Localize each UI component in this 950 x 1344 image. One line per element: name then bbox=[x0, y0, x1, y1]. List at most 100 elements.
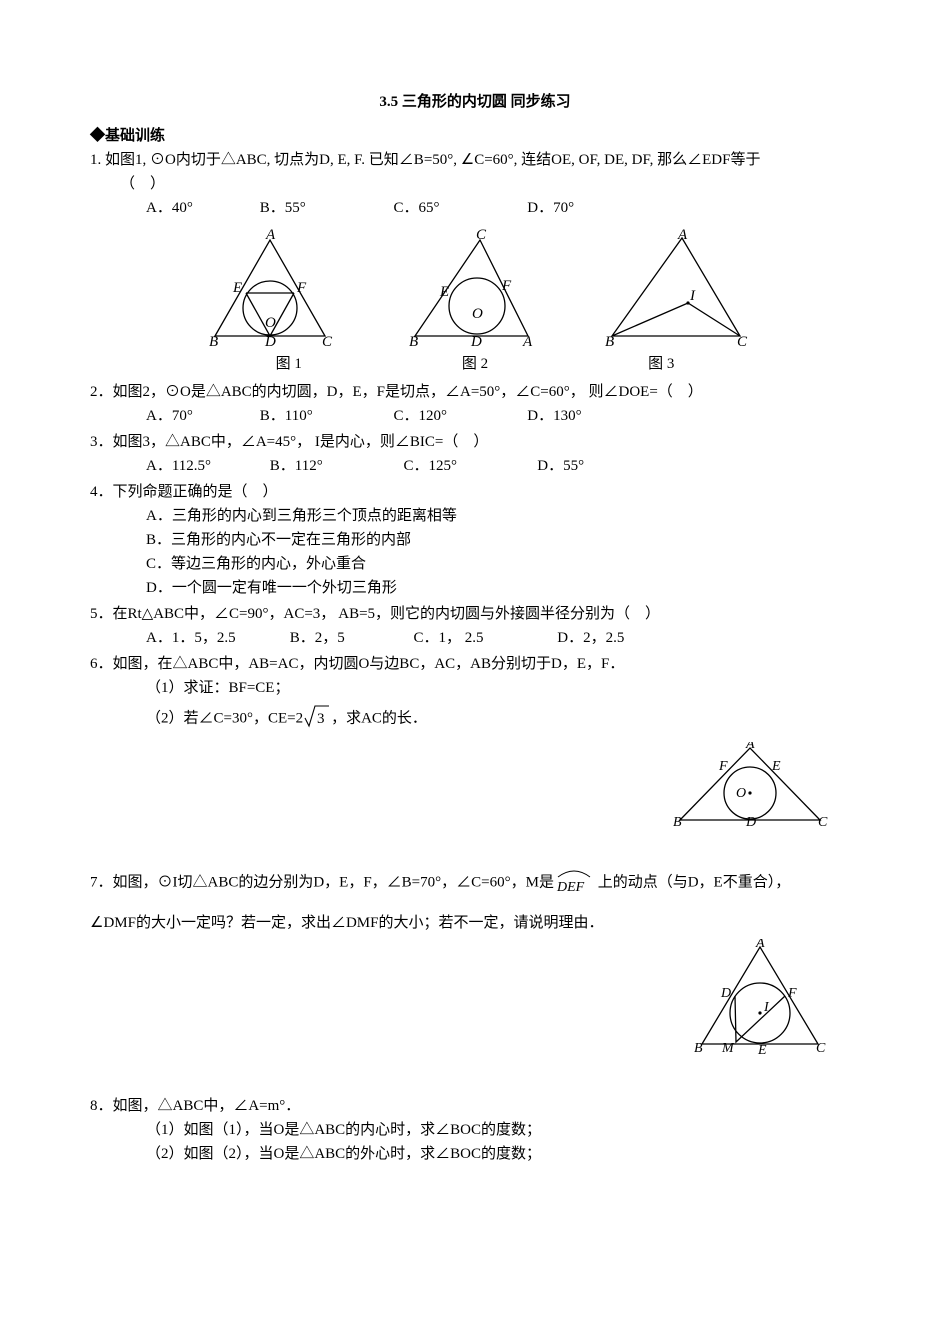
p5-opt-a: A．1．5，2.5 bbox=[146, 626, 286, 650]
svg-text:I: I bbox=[763, 1000, 770, 1015]
svg-text:D: D bbox=[264, 334, 276, 348]
svg-text:A: A bbox=[677, 228, 688, 243]
p7-pre: 7．如图，⊙I切△ABC的边分别为D，E，F，∠B=70°，∠C=60°，M是 bbox=[90, 874, 554, 890]
p3-opt-d: D．55° bbox=[537, 454, 584, 478]
p3-opt-b: B．112° bbox=[270, 454, 400, 478]
fig1-label: 图 1 bbox=[276, 352, 302, 376]
p4-opt-c: C．等边三角形的内心，外心重合 bbox=[90, 552, 860, 576]
p6-s2-post: ，求AC的长． bbox=[331, 710, 427, 726]
svg-text:F: F bbox=[787, 986, 797, 1001]
svg-text:D: D bbox=[745, 815, 756, 827]
problem-1-options: A．40° B．55° C．65° D．70° bbox=[90, 196, 860, 220]
svg-text:A: A bbox=[745, 742, 755, 752]
svg-text:C: C bbox=[322, 334, 333, 348]
problem-1-blank: （ ） bbox=[90, 172, 860, 196]
problem-8: 8．如图，△ABC中，∠A=m°． （1）如图（1），当O是△ABC的内心时，求… bbox=[90, 1094, 860, 1166]
problem-4: 4．下列命题正确的是（ ） A．三角形的内心到三角形三个顶点的距离相等 B．三角… bbox=[90, 480, 860, 600]
p3-opt-a: A．112.5° bbox=[146, 454, 266, 478]
p4-opt-d: D．一个圆一定有唯一一个外切三角形 bbox=[90, 576, 860, 600]
figure-p6-container: A B C D F E O bbox=[90, 742, 860, 827]
p8-sub2: （2）如图（2），当O是△ABC的外心时，求∠BOC的度数； bbox=[90, 1142, 860, 1166]
svg-text:DEF: DEF bbox=[556, 880, 585, 895]
svg-text:F: F bbox=[718, 759, 728, 774]
p1-opt-b: B．55° bbox=[260, 196, 390, 220]
problem-3: 3．如图3，△ABC中，∠A=45°， I是内心，则∠BIC=（ ） A．112… bbox=[90, 430, 860, 478]
svg-text:E: E bbox=[771, 759, 781, 774]
svg-text:B: B bbox=[409, 334, 418, 348]
p1-opt-d: D．70° bbox=[527, 196, 574, 220]
arc-icon: DEF bbox=[554, 867, 594, 899]
figure-p7: A B C D F I E M bbox=[690, 939, 830, 1054]
problem-2: 2．如图2，⊙O是△ABC的内切圆，D，E，F是切点，∠A=50°，∠C=60°… bbox=[90, 380, 860, 428]
problem-6: 6．如图，在△ABC中，AB=AC，内切圆O与边BC，AC，AB分别切于D，E，… bbox=[90, 652, 860, 738]
problem-7-line1: 7．如图，⊙I切△ABC的边分别为D，E，F，∠B=70°，∠C=60°，M是 … bbox=[90, 867, 860, 899]
figure-p7-container: A B C D F I E M bbox=[90, 939, 860, 1054]
svg-text:C: C bbox=[816, 1041, 826, 1054]
svg-text:C: C bbox=[737, 334, 748, 348]
figure-3: A B C I bbox=[600, 228, 750, 348]
p6-sub1: （1）求证：BF=CE； bbox=[90, 676, 860, 700]
fig3-label: 图 3 bbox=[648, 352, 674, 376]
problem-7-line2: ∠DMF的大小一定吗？若一定，求出∠DMF的大小；若不一定，请说明理由． bbox=[90, 911, 860, 935]
p5-opt-c: C．1， 2.5 bbox=[414, 626, 554, 650]
problem-7: 7．如图，⊙I切△ABC的边分别为D，E，F，∠B=70°，∠C=60°，M是 … bbox=[90, 867, 860, 935]
figures-row-1: A B C D E F O C B A D E F O bbox=[90, 228, 860, 348]
figure-2: C B A D E F O bbox=[400, 228, 540, 348]
figure-labels: 图 1 图 2 图 3 bbox=[90, 352, 860, 376]
problem-4-text: 4．下列命题正确的是（ ） bbox=[90, 480, 860, 504]
svg-text:O: O bbox=[736, 786, 746, 801]
figure-p6: A B C D F E O bbox=[670, 742, 830, 827]
p2-opt-b: B．110° bbox=[260, 404, 390, 428]
problem-5-options: A．1．5，2.5 B．2，5 C．1， 2.5 D．2，2.5 bbox=[90, 626, 860, 650]
svg-text:E: E bbox=[757, 1043, 767, 1054]
problem-3-text: 3．如图3，△ABC中，∠A=45°， I是内心，则∠BIC=（ ） bbox=[90, 430, 860, 454]
svg-text:E: E bbox=[232, 280, 242, 296]
svg-text:F: F bbox=[296, 280, 307, 296]
problem-6-text: 6．如图，在△ABC中，AB=AC，内切圆O与边BC，AC，AB分别切于D，E，… bbox=[90, 652, 860, 676]
p2-opt-d: D．130° bbox=[527, 404, 581, 428]
p5-opt-b: B．2，5 bbox=[290, 626, 410, 650]
p2-opt-a: A．70° bbox=[146, 404, 256, 428]
problem-1-text: 1. 如图1, ⊙O内切于△ABC, 切点为D, E, F. 已知∠B=50°,… bbox=[90, 148, 860, 172]
problem-5: 5．在Rt△ABC中，∠C=90°，AC=3， AB=5，则它的内切圆与外接圆半… bbox=[90, 602, 860, 650]
problem-5-text: 5．在Rt△ABC中，∠C=90°，AC=3， AB=5，则它的内切圆与外接圆半… bbox=[90, 602, 860, 626]
svg-text:A: A bbox=[755, 939, 765, 951]
figure-1: A B C D E F O bbox=[200, 228, 340, 348]
p3-opt-c: C．125° bbox=[404, 454, 534, 478]
p4-opt-b: B．三角形的内心不一定在三角形的内部 bbox=[90, 528, 860, 552]
p1-opt-c: C．65° bbox=[394, 196, 524, 220]
problem-1: 1. 如图1, ⊙O内切于△ABC, 切点为D, E, F. 已知∠B=50°,… bbox=[90, 148, 860, 220]
svg-text:C: C bbox=[818, 815, 828, 827]
svg-text:D: D bbox=[470, 334, 482, 348]
svg-text:B: B bbox=[673, 815, 682, 827]
problem-8-text: 8．如图，△ABC中，∠A=m°． bbox=[90, 1094, 860, 1118]
problem-2-options: A．70° B．110° C．120° D．130° bbox=[90, 404, 860, 428]
svg-text:A: A bbox=[522, 334, 533, 348]
svg-text:E: E bbox=[439, 284, 449, 300]
fig2-label: 图 2 bbox=[462, 352, 488, 376]
svg-text:I: I bbox=[689, 288, 696, 304]
svg-text:O: O bbox=[265, 315, 276, 331]
problem-3-options: A．112.5° B．112° C．125° D．55° bbox=[90, 454, 860, 478]
svg-text:M: M bbox=[721, 1041, 735, 1054]
document-title: 3.5 三角形的内切圆 同步练习 bbox=[90, 90, 860, 114]
p7-post: 上的动点（与D，E不重合）， bbox=[594, 874, 790, 890]
problem-2-text: 2．如图2，⊙O是△ABC的内切圆，D，E，F是切点，∠A=50°，∠C=60°… bbox=[90, 380, 860, 404]
sqrt-icon: 3 bbox=[303, 700, 331, 738]
svg-text:A: A bbox=[265, 228, 276, 243]
svg-text:O: O bbox=[472, 306, 483, 322]
p5-opt-d: D．2，2.5 bbox=[557, 626, 624, 650]
p6-s2-pre: （2）若∠C=30°，CE=2 bbox=[146, 710, 303, 726]
svg-text:3: 3 bbox=[317, 711, 325, 727]
svg-text:B: B bbox=[694, 1041, 703, 1054]
svg-text:F: F bbox=[501, 278, 512, 294]
svg-text:C: C bbox=[476, 228, 487, 243]
p4-opt-a: A．三角形的内心到三角形三个顶点的距离相等 bbox=[90, 504, 860, 528]
svg-text:B: B bbox=[209, 334, 218, 348]
p8-sub1: （1）如图（1），当O是△ABC的内心时，求∠BOC的度数； bbox=[90, 1118, 860, 1142]
svg-text:B: B bbox=[605, 334, 614, 348]
p1-opt-a: A．40° bbox=[146, 196, 256, 220]
section-heading: ◆基础训练 bbox=[90, 124, 860, 148]
svg-text:D: D bbox=[720, 986, 731, 1001]
p2-opt-c: C．120° bbox=[394, 404, 524, 428]
